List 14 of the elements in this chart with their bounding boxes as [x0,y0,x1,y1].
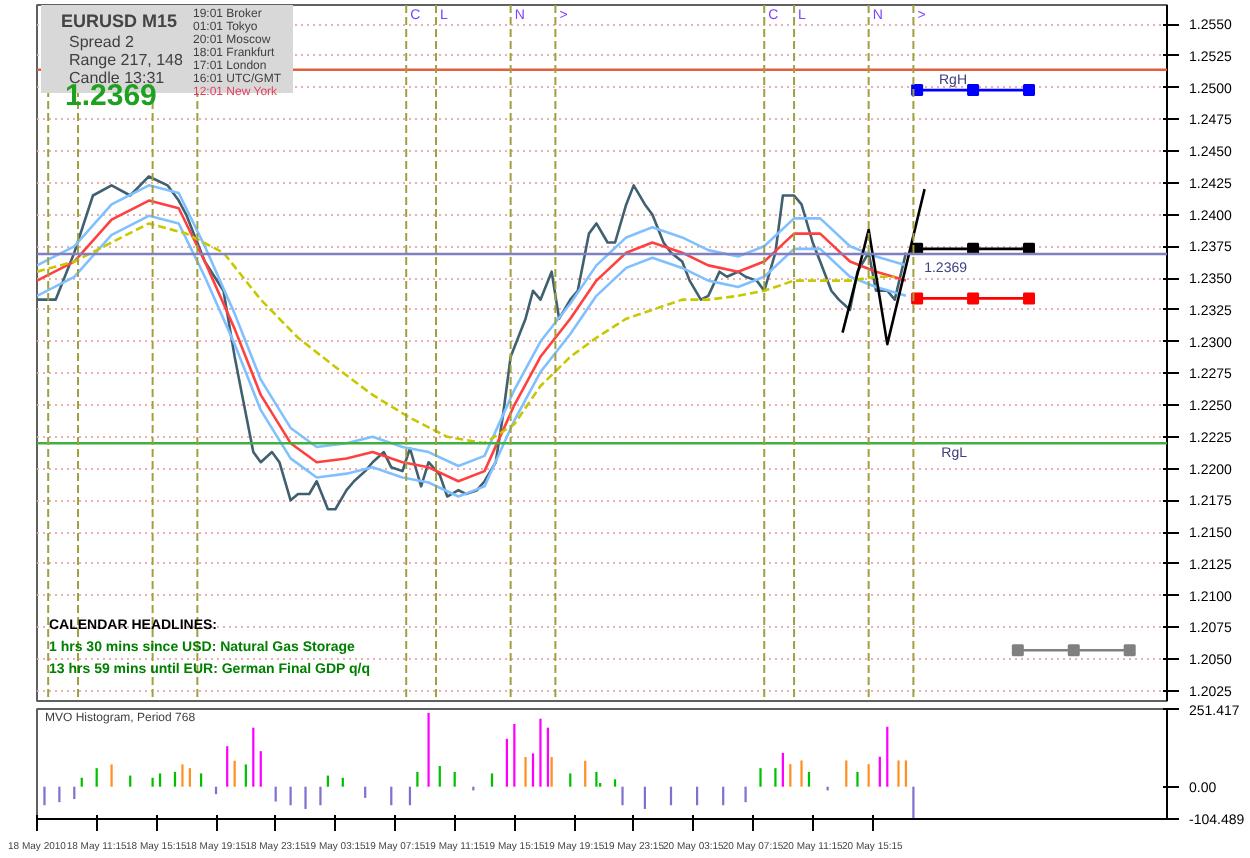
point [967,84,980,97]
chart-title: EURUSD M15 [61,11,178,31]
line-series [37,222,897,445]
annotation: Candle 13:31 [69,69,166,87]
annotation: Range 217, 148 [69,51,184,69]
point [1023,84,1036,97]
annotation: Spread 2 [69,33,136,51]
point [1067,644,1080,657]
point [1011,644,1024,657]
line-series [841,187,926,346]
point [967,292,980,305]
line-series [37,175,908,511]
point [1123,644,1136,657]
point [1023,292,1036,305]
